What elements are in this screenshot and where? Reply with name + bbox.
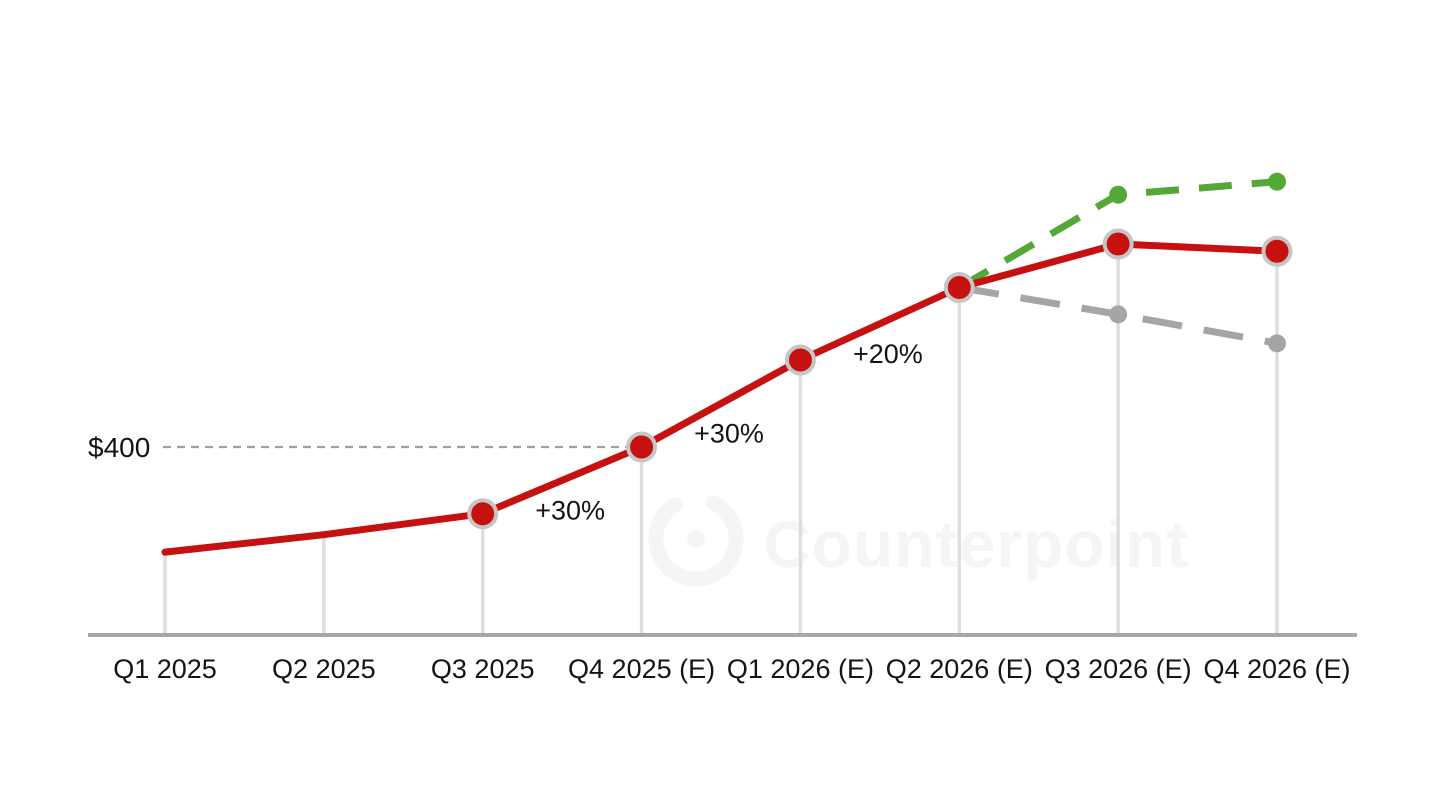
marker-green-dashed	[1267, 172, 1286, 191]
marker-red-solid	[626, 431, 658, 463]
annotation-label: +30%	[535, 495, 605, 525]
x-tick-label: Q3 2025	[431, 654, 535, 684]
marker-red-solid	[943, 272, 975, 303]
annotation-label: +20%	[853, 339, 923, 369]
marker-red-solid	[1102, 228, 1134, 260]
x-tick-label: Q3 2026 (E)	[1045, 654, 1192, 684]
x-tick-label: Q4 2026 (E)	[1203, 654, 1350, 684]
marker-green-dashed	[1109, 185, 1128, 204]
annotation-label: +30%	[694, 419, 764, 449]
marker-red-solid	[467, 498, 499, 530]
x-tick-label: Q2 2026 (E)	[886, 654, 1033, 684]
counterpoint-logo-icon	[648, 491, 744, 587]
marker-gray-dashed	[1267, 334, 1286, 353]
marker-red-solid	[784, 344, 816, 376]
x-tick-label: Q1 2025	[113, 654, 217, 684]
series-red-solid-line	[161, 240, 1281, 556]
marker-gray-dashed	[1109, 305, 1128, 324]
counterpoint-logo-dot	[687, 530, 705, 548]
marker-red-solid	[1261, 235, 1293, 267]
x-tick-label: Q2 2025	[272, 654, 376, 684]
reference-label: $400	[88, 432, 150, 463]
x-tick-label: Q1 2026 (E)	[727, 654, 874, 684]
x-tick-label: Q4 2025 (E)	[568, 654, 715, 684]
